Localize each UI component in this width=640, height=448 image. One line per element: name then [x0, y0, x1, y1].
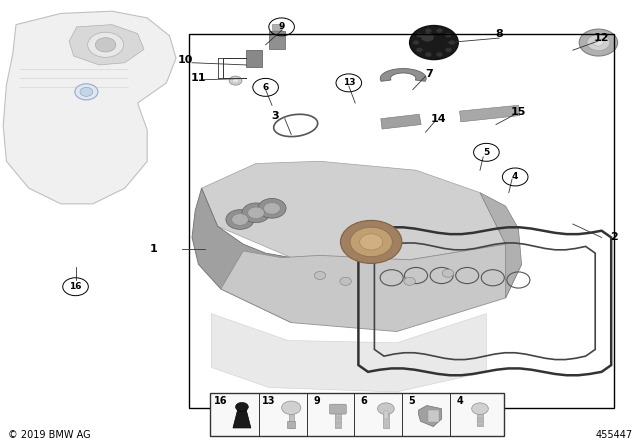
Circle shape — [421, 33, 434, 42]
Circle shape — [410, 26, 458, 60]
Text: 13: 13 — [262, 396, 276, 406]
Circle shape — [232, 78, 239, 83]
Circle shape — [264, 202, 280, 214]
Text: 5: 5 — [408, 396, 415, 406]
Circle shape — [360, 234, 383, 250]
Circle shape — [88, 32, 124, 57]
Text: 6: 6 — [262, 83, 269, 92]
Text: 10: 10 — [178, 56, 193, 65]
Text: 13: 13 — [342, 78, 355, 87]
Circle shape — [472, 403, 488, 414]
Circle shape — [442, 269, 454, 277]
Circle shape — [314, 271, 326, 280]
Circle shape — [242, 203, 270, 223]
Circle shape — [378, 403, 394, 414]
Circle shape — [416, 33, 422, 38]
Polygon shape — [480, 193, 522, 298]
Polygon shape — [202, 161, 506, 260]
Bar — [287, 421, 295, 428]
Polygon shape — [419, 405, 442, 426]
Text: 11: 11 — [191, 73, 206, 83]
Polygon shape — [233, 405, 251, 428]
Circle shape — [340, 277, 351, 285]
Circle shape — [229, 76, 242, 85]
Polygon shape — [3, 11, 176, 204]
Text: 4: 4 — [456, 396, 463, 406]
Circle shape — [404, 277, 415, 285]
Circle shape — [416, 47, 422, 52]
Circle shape — [445, 47, 452, 52]
Bar — [383, 410, 389, 428]
Text: 15: 15 — [511, 107, 526, 117]
Polygon shape — [381, 114, 421, 129]
Circle shape — [593, 39, 604, 46]
Circle shape — [436, 28, 443, 33]
Circle shape — [282, 401, 301, 414]
Circle shape — [425, 28, 431, 33]
Text: 3: 3 — [271, 112, 279, 121]
Text: 16: 16 — [214, 396, 228, 406]
Circle shape — [445, 33, 452, 38]
Bar — [384, 411, 388, 419]
Polygon shape — [221, 244, 522, 332]
Circle shape — [95, 38, 116, 52]
Bar — [335, 413, 341, 428]
Text: 4: 4 — [512, 172, 518, 181]
Circle shape — [236, 402, 248, 411]
Circle shape — [75, 84, 98, 100]
Circle shape — [449, 40, 455, 45]
Text: © 2019 BMW AG: © 2019 BMW AG — [8, 430, 90, 440]
Circle shape — [413, 40, 419, 45]
Circle shape — [350, 227, 392, 257]
Circle shape — [248, 207, 264, 219]
Bar — [246, 50, 262, 67]
Bar — [210, 393, 504, 436]
Text: 7: 7 — [425, 69, 433, 79]
Text: 8: 8 — [495, 29, 503, 39]
Polygon shape — [211, 314, 486, 392]
Bar — [289, 410, 294, 428]
Circle shape — [258, 198, 286, 218]
Text: 9: 9 — [278, 22, 285, 31]
Polygon shape — [380, 69, 426, 82]
FancyBboxPatch shape — [330, 404, 346, 414]
Text: 9: 9 — [314, 396, 320, 406]
Text: 455447: 455447 — [595, 430, 632, 440]
Text: 6: 6 — [360, 396, 367, 406]
Circle shape — [425, 52, 431, 57]
Bar — [269, 31, 285, 49]
Polygon shape — [69, 25, 144, 65]
Text: 16: 16 — [69, 282, 82, 291]
Polygon shape — [192, 188, 291, 323]
Bar — [477, 410, 483, 426]
Circle shape — [579, 29, 618, 56]
Circle shape — [80, 87, 93, 96]
Bar — [189, 34, 614, 408]
Circle shape — [226, 210, 254, 229]
Text: 12: 12 — [594, 33, 609, 43]
Circle shape — [340, 220, 402, 263]
Text: 2: 2 — [611, 233, 618, 242]
Text: 14: 14 — [431, 114, 446, 124]
Text: 1: 1 — [150, 244, 157, 254]
Circle shape — [232, 214, 248, 225]
Circle shape — [436, 52, 443, 57]
Polygon shape — [460, 105, 520, 122]
Text: 5: 5 — [483, 148, 490, 157]
Bar — [428, 409, 439, 422]
Bar — [272, 24, 282, 30]
Circle shape — [587, 34, 610, 51]
